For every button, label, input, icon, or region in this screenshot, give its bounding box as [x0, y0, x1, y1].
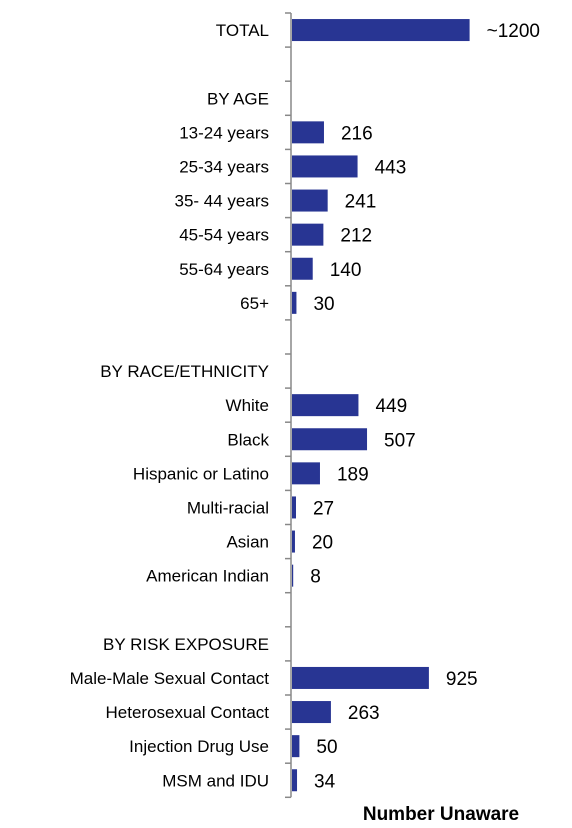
data-label: 507: [384, 430, 416, 451]
data-label: 140: [330, 260, 362, 281]
data-label: 34: [314, 771, 336, 792]
category-label: Injection Drug Use: [129, 737, 269, 756]
category-label: White: [226, 396, 269, 415]
data-label: 50: [316, 737, 337, 758]
bar: [292, 189, 328, 212]
category-label: TOTAL: [216, 21, 269, 40]
category-label: BY RACE/ETHNICITY: [100, 362, 269, 381]
bars-group: [292, 19, 470, 792]
bar: [292, 735, 300, 758]
data-label: 216: [341, 123, 373, 144]
category-label: MSM and IDU: [162, 771, 269, 790]
category-label: Heterosexual Contact: [106, 703, 270, 722]
category-label: Black: [227, 430, 269, 449]
category-label: 35- 44 years: [175, 192, 270, 211]
data-label: 30: [313, 294, 334, 315]
x-axis-title: Number Unaware: [363, 804, 519, 825]
data-label: 27: [313, 498, 334, 519]
bar: [292, 291, 297, 314]
data-label: 241: [345, 192, 377, 213]
bar: [292, 428, 368, 451]
data-label: 212: [340, 226, 372, 247]
data-label: 449: [375, 396, 407, 417]
category-label: Hispanic or Latino: [133, 464, 269, 483]
bar: [292, 19, 470, 42]
bar: [292, 496, 296, 519]
data-label: ~1200: [487, 21, 540, 42]
data-label: 263: [348, 703, 380, 724]
category-label: 55-64 years: [179, 260, 269, 279]
category-label: 45-54 years: [179, 226, 269, 245]
data-label: 20: [312, 533, 333, 554]
category-label: 25-34 years: [179, 157, 269, 176]
bar: [292, 666, 429, 689]
category-label: BY RISK EXPOSURE: [103, 635, 269, 654]
bar: [292, 701, 331, 724]
data-label: 443: [375, 157, 407, 178]
bar: [292, 223, 324, 246]
category-label: Asian: [226, 533, 269, 552]
bar: [292, 564, 294, 587]
data-label: 189: [337, 464, 369, 485]
category-label: 65+: [240, 294, 269, 313]
category-label: 13-24 years: [179, 123, 269, 142]
bar: [292, 769, 298, 792]
bar: [292, 155, 358, 178]
axis-ticks: [285, 12, 291, 799]
category-label: Male-Male Sexual Contact: [70, 669, 270, 688]
category-label: BY AGE: [207, 89, 269, 108]
data-label: 8: [310, 567, 321, 588]
category-label: Multi-racial: [187, 498, 269, 517]
bar: [292, 394, 359, 417]
data-label: 925: [446, 669, 478, 690]
bar: [292, 462, 320, 485]
category-label: American Indian: [146, 567, 269, 586]
category-labels: TOTAL BY AGE 13-24 years 25-34 years 35- 44 …: [70, 21, 270, 790]
bar: [292, 121, 324, 144]
bar: [292, 530, 295, 553]
bar: [292, 257, 313, 280]
